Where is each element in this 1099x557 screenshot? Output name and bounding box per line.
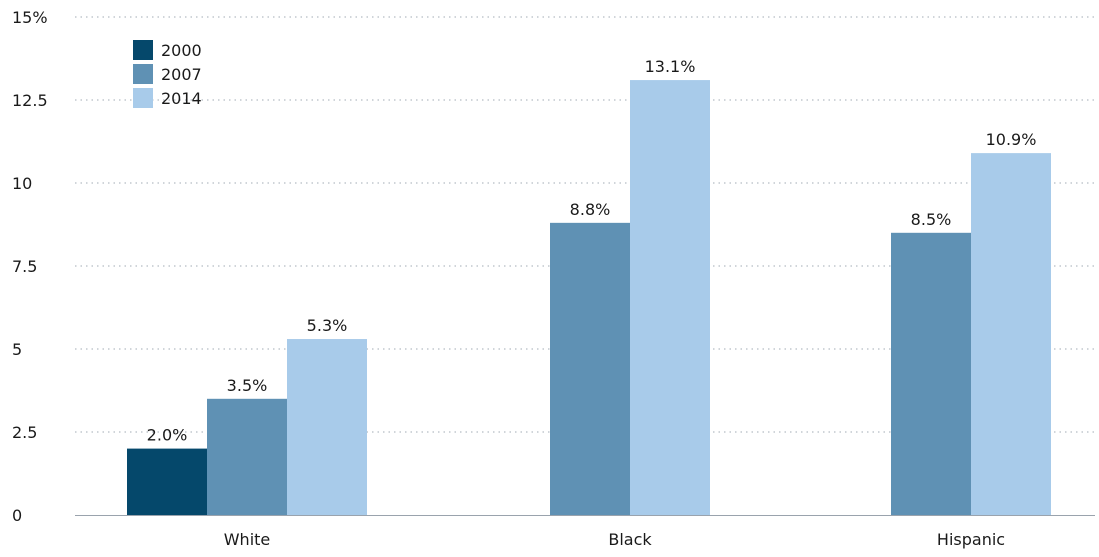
data-label: 8.8% [570, 200, 611, 219]
data-label: 5.3% [307, 316, 348, 335]
y-tick-label: 15% [12, 8, 48, 27]
legend-swatch-2000 [133, 40, 153, 60]
data-label: 8.5% [911, 210, 952, 229]
legend-label: 2014 [161, 89, 202, 108]
y-tick-label: 7.5 [12, 257, 37, 276]
x-category-label: White [224, 530, 271, 549]
legend-swatch-2014 [133, 88, 153, 108]
bar-black-2014 [630, 80, 710, 515]
legend-label: 2000 [161, 41, 202, 60]
bar-black-2007 [550, 222, 630, 515]
bar-white-2007 [207, 398, 287, 515]
bar-hispanic-2007 [891, 232, 971, 516]
x-category-label: Black [608, 530, 652, 549]
legend-label: 2007 [161, 65, 202, 84]
bar-hispanic-2014 [971, 153, 1051, 515]
y-tick-label: 0 [12, 506, 22, 525]
y-tick-label: 5 [12, 340, 22, 359]
y-tick-label: 10 [12, 174, 32, 193]
data-label: 3.5% [227, 376, 268, 395]
legend-swatch-2007 [133, 64, 153, 84]
bar-white-2000 [127, 448, 207, 515]
data-label: 13.1% [645, 57, 696, 76]
data-label: 2.0% [147, 426, 188, 445]
bar-white-2014 [287, 339, 367, 515]
data-label: 10.9% [986, 130, 1037, 149]
x-category-label: Hispanic [937, 530, 1005, 549]
y-tick-label: 2.5 [12, 423, 37, 442]
y-tick-label: 12.5 [12, 91, 48, 110]
